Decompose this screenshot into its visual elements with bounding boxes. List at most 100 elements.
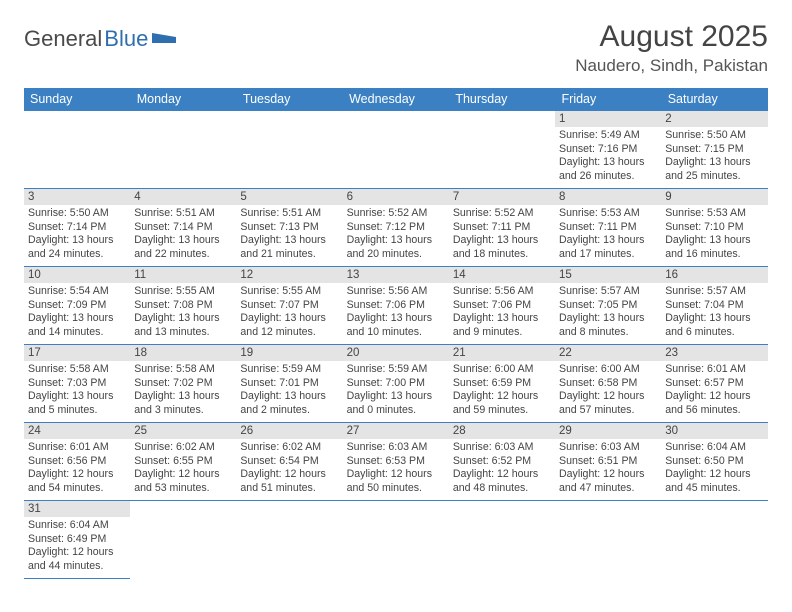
- day-cell: 31Sunrise: 6:04 AMSunset: 6:49 PMDayligh…: [24, 501, 130, 579]
- day-number: 21: [449, 345, 555, 361]
- day-body: Sunrise: 5:55 AMSunset: 7:07 PMDaylight:…: [236, 283, 342, 341]
- weekday-header: Saturday: [661, 88, 767, 111]
- day-cell: 23Sunrise: 6:01 AMSunset: 6:57 PMDayligh…: [661, 345, 767, 423]
- calendar-row: 31Sunrise: 6:04 AMSunset: 6:49 PMDayligh…: [24, 501, 768, 579]
- day-number: 29: [555, 423, 661, 439]
- calendar-row: 3Sunrise: 5:50 AMSunset: 7:14 PMDaylight…: [24, 189, 768, 267]
- day-body: Sunrise: 6:01 AMSunset: 6:57 PMDaylight:…: [661, 361, 767, 419]
- day-body: Sunrise: 5:58 AMSunset: 7:03 PMDaylight:…: [24, 361, 130, 419]
- brand-dark: General: [24, 26, 102, 52]
- day-cell: 27Sunrise: 6:03 AMSunset: 6:53 PMDayligh…: [343, 423, 449, 501]
- day-cell: 25Sunrise: 6:02 AMSunset: 6:55 PMDayligh…: [130, 423, 236, 501]
- day-body: Sunrise: 5:59 AMSunset: 7:00 PMDaylight:…: [343, 361, 449, 419]
- day-body: Sunrise: 6:01 AMSunset: 6:56 PMDaylight:…: [24, 439, 130, 497]
- location: Naudero, Sindh, Pakistan: [575, 56, 768, 76]
- empty-cell: [555, 501, 661, 579]
- day-cell: 9Sunrise: 5:53 AMSunset: 7:10 PMDaylight…: [661, 189, 767, 267]
- day-number: 17: [24, 345, 130, 361]
- day-number: 6: [343, 189, 449, 205]
- day-cell: 11Sunrise: 5:55 AMSunset: 7:08 PMDayligh…: [130, 267, 236, 345]
- weekday-header: Wednesday: [343, 88, 449, 111]
- day-body: Sunrise: 6:00 AMSunset: 6:58 PMDaylight:…: [555, 361, 661, 419]
- header: General Blue August 2025 Naudero, Sindh,…: [24, 20, 768, 76]
- day-body: Sunrise: 6:03 AMSunset: 6:53 PMDaylight:…: [343, 439, 449, 497]
- day-number: 26: [236, 423, 342, 439]
- day-body: Sunrise: 6:04 AMSunset: 6:49 PMDaylight:…: [24, 517, 130, 575]
- day-number: 30: [661, 423, 767, 439]
- day-cell: 18Sunrise: 5:58 AMSunset: 7:02 PMDayligh…: [130, 345, 236, 423]
- day-cell: 13Sunrise: 5:56 AMSunset: 7:06 PMDayligh…: [343, 267, 449, 345]
- brand-blue: Blue: [104, 26, 148, 52]
- month-title: August 2025: [575, 20, 768, 54]
- day-number: 25: [130, 423, 236, 439]
- day-number: 22: [555, 345, 661, 361]
- weekday-header: Friday: [555, 88, 661, 111]
- day-cell: 22Sunrise: 6:00 AMSunset: 6:58 PMDayligh…: [555, 345, 661, 423]
- empty-cell: [130, 501, 236, 579]
- day-number: 3: [24, 189, 130, 205]
- day-cell: 14Sunrise: 5:56 AMSunset: 7:06 PMDayligh…: [449, 267, 555, 345]
- day-number: 10: [24, 267, 130, 283]
- day-number: 1: [555, 111, 661, 127]
- empty-cell: [449, 111, 555, 189]
- empty-cell: [236, 111, 342, 189]
- empty-cell: [130, 111, 236, 189]
- day-number: 15: [555, 267, 661, 283]
- day-number: 11: [130, 267, 236, 283]
- empty-cell: [661, 501, 767, 579]
- day-body: Sunrise: 5:53 AMSunset: 7:11 PMDaylight:…: [555, 205, 661, 263]
- weekday-header: Sunday: [24, 88, 130, 111]
- day-cell: 29Sunrise: 6:03 AMSunset: 6:51 PMDayligh…: [555, 423, 661, 501]
- day-cell: 28Sunrise: 6:03 AMSunset: 6:52 PMDayligh…: [449, 423, 555, 501]
- weekday-header: Tuesday: [236, 88, 342, 111]
- day-cell: 15Sunrise: 5:57 AMSunset: 7:05 PMDayligh…: [555, 267, 661, 345]
- day-number: 7: [449, 189, 555, 205]
- day-body: Sunrise: 5:54 AMSunset: 7:09 PMDaylight:…: [24, 283, 130, 341]
- weekday-header-row: SundayMondayTuesdayWednesdayThursdayFrid…: [24, 88, 768, 111]
- day-body: Sunrise: 5:53 AMSunset: 7:10 PMDaylight:…: [661, 205, 767, 263]
- day-number: 14: [449, 267, 555, 283]
- day-body: Sunrise: 5:52 AMSunset: 7:11 PMDaylight:…: [449, 205, 555, 263]
- calendar-row: 17Sunrise: 5:58 AMSunset: 7:03 PMDayligh…: [24, 345, 768, 423]
- empty-cell: [343, 111, 449, 189]
- day-cell: 30Sunrise: 6:04 AMSunset: 6:50 PMDayligh…: [661, 423, 767, 501]
- day-number: 13: [343, 267, 449, 283]
- day-number: 12: [236, 267, 342, 283]
- day-cell: 2Sunrise: 5:50 AMSunset: 7:15 PMDaylight…: [661, 111, 767, 189]
- calendar-row: 10Sunrise: 5:54 AMSunset: 7:09 PMDayligh…: [24, 267, 768, 345]
- day-number: 19: [236, 345, 342, 361]
- day-cell: 19Sunrise: 5:59 AMSunset: 7:01 PMDayligh…: [236, 345, 342, 423]
- day-number: 24: [24, 423, 130, 439]
- day-body: Sunrise: 5:57 AMSunset: 7:05 PMDaylight:…: [555, 283, 661, 341]
- calendar-body: 1Sunrise: 5:49 AMSunset: 7:16 PMDaylight…: [24, 111, 768, 579]
- day-cell: 6Sunrise: 5:52 AMSunset: 7:12 PMDaylight…: [343, 189, 449, 267]
- day-cell: 1Sunrise: 5:49 AMSunset: 7:16 PMDaylight…: [555, 111, 661, 189]
- day-cell: 12Sunrise: 5:55 AMSunset: 7:07 PMDayligh…: [236, 267, 342, 345]
- day-cell: 26Sunrise: 6:02 AMSunset: 6:54 PMDayligh…: [236, 423, 342, 501]
- day-body: Sunrise: 5:51 AMSunset: 7:13 PMDaylight:…: [236, 205, 342, 263]
- day-number: 23: [661, 345, 767, 361]
- calendar-row: 24Sunrise: 6:01 AMSunset: 6:56 PMDayligh…: [24, 423, 768, 501]
- day-body: Sunrise: 5:59 AMSunset: 7:01 PMDaylight:…: [236, 361, 342, 419]
- day-body: Sunrise: 6:03 AMSunset: 6:52 PMDaylight:…: [449, 439, 555, 497]
- day-body: Sunrise: 6:04 AMSunset: 6:50 PMDaylight:…: [661, 439, 767, 497]
- day-cell: 21Sunrise: 6:00 AMSunset: 6:59 PMDayligh…: [449, 345, 555, 423]
- brand-logo: General Blue: [24, 20, 176, 52]
- day-number: 4: [130, 189, 236, 205]
- flag-icon: [152, 29, 176, 50]
- day-cell: 16Sunrise: 5:57 AMSunset: 7:04 PMDayligh…: [661, 267, 767, 345]
- day-body: Sunrise: 6:03 AMSunset: 6:51 PMDaylight:…: [555, 439, 661, 497]
- day-body: Sunrise: 5:56 AMSunset: 7:06 PMDaylight:…: [343, 283, 449, 341]
- day-number: 20: [343, 345, 449, 361]
- day-body: Sunrise: 5:58 AMSunset: 7:02 PMDaylight:…: [130, 361, 236, 419]
- day-body: Sunrise: 5:57 AMSunset: 7:04 PMDaylight:…: [661, 283, 767, 341]
- day-number: 28: [449, 423, 555, 439]
- day-number: 27: [343, 423, 449, 439]
- day-cell: 5Sunrise: 5:51 AMSunset: 7:13 PMDaylight…: [236, 189, 342, 267]
- day-cell: 24Sunrise: 6:01 AMSunset: 6:56 PMDayligh…: [24, 423, 130, 501]
- day-body: Sunrise: 5:49 AMSunset: 7:16 PMDaylight:…: [555, 127, 661, 185]
- day-number: 16: [661, 267, 767, 283]
- day-body: Sunrise: 5:55 AMSunset: 7:08 PMDaylight:…: [130, 283, 236, 341]
- day-cell: 8Sunrise: 5:53 AMSunset: 7:11 PMDaylight…: [555, 189, 661, 267]
- day-number: 9: [661, 189, 767, 205]
